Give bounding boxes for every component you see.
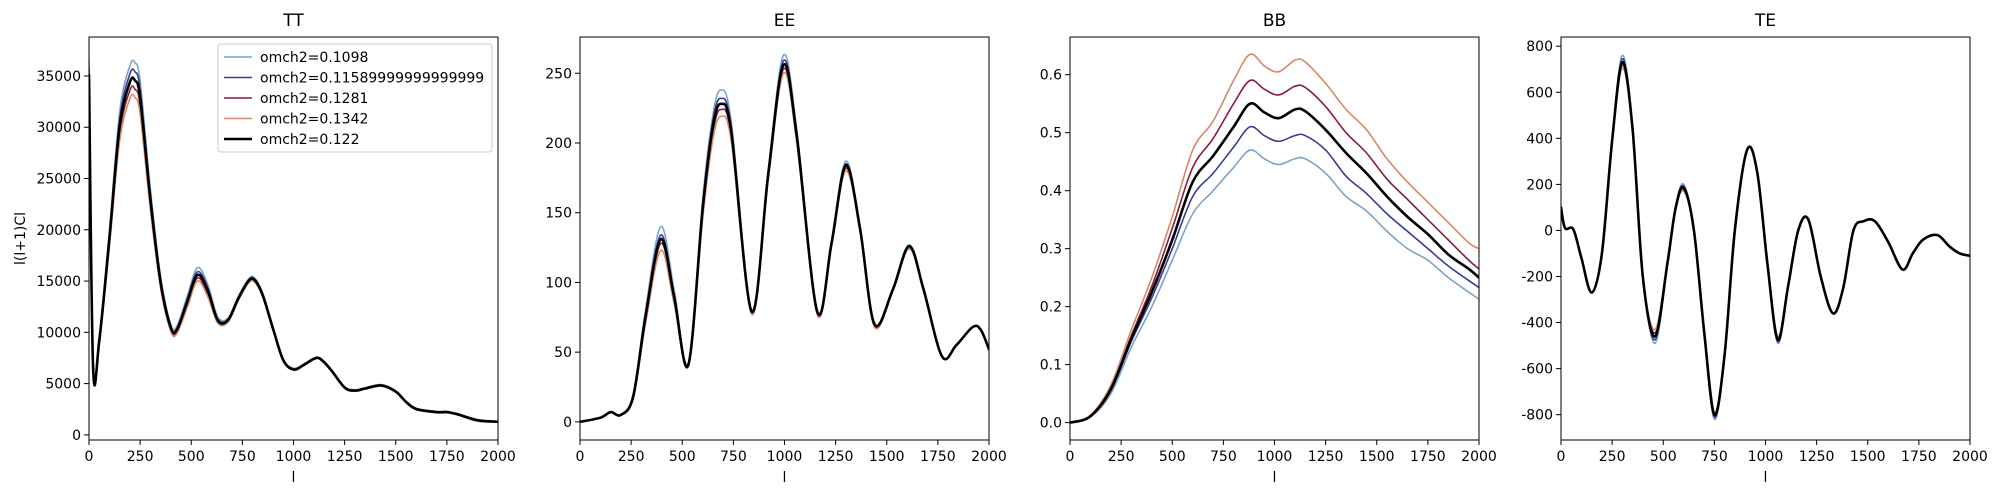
y-tick-label: 15000 bbox=[36, 274, 81, 290]
x-tick-label: 250 bbox=[127, 449, 154, 465]
y-tick-label: -200 bbox=[1521, 269, 1553, 285]
series-line-4 bbox=[89, 73, 498, 424]
x-tick-label: 1250 bbox=[327, 449, 363, 465]
y-tick-label: 0.5 bbox=[1040, 126, 1062, 142]
legend-entry-label: omch2=0.1342 bbox=[260, 112, 368, 128]
series-line-1 bbox=[1070, 125, 1479, 424]
x-tick-label: 250 bbox=[1599, 449, 1626, 465]
series-lines bbox=[580, 53, 989, 424]
x-tick-label: 0 bbox=[1557, 449, 1566, 465]
series-lines bbox=[1561, 54, 1970, 421]
x-tick-label: 750 bbox=[1701, 449, 1728, 465]
x-tick-label: 2000 bbox=[1461, 449, 1497, 465]
x-tick-label: 1500 bbox=[869, 449, 905, 465]
chart-panel-bb: 0 250 500 750 1000 1250 1500 1750 2000 0.0 0.1 0.2 0… bbox=[1040, 11, 1497, 486]
y-tick-label: -400 bbox=[1521, 316, 1553, 332]
series-line-3 bbox=[1070, 53, 1479, 424]
x-tick-label: 1250 bbox=[1308, 449, 1344, 465]
y-tick-label: -800 bbox=[1521, 408, 1553, 424]
x-tick-label: 750 bbox=[229, 449, 256, 465]
x-tick-label: 1250 bbox=[818, 449, 854, 465]
x-tick-label: 750 bbox=[1210, 449, 1237, 465]
x-tick-label: 2000 bbox=[1952, 449, 1988, 465]
series-line-4 bbox=[580, 62, 989, 424]
y-tick-label: 150 bbox=[545, 206, 572, 222]
y-tick-label: 10000 bbox=[36, 325, 81, 341]
x-tick-label: 500 bbox=[1650, 449, 1677, 465]
panel-title: BB bbox=[1263, 11, 1286, 31]
y-tick-label: 200 bbox=[1526, 177, 1553, 193]
x-tick-label: 1750 bbox=[920, 449, 956, 465]
x-tick-label: 1750 bbox=[1901, 449, 1937, 465]
x-tick-label: 2000 bbox=[480, 449, 516, 465]
x-tick-label: 1750 bbox=[429, 449, 465, 465]
x-tick-label: 0 bbox=[85, 449, 94, 465]
y-tick-label: 35000 bbox=[36, 69, 81, 85]
panel-title: TE bbox=[1754, 11, 1776, 31]
x-tick-label: 750 bbox=[720, 449, 747, 465]
x-tick-label: 500 bbox=[178, 449, 205, 465]
x-tick-label: 1000 bbox=[767, 449, 803, 465]
series-lines bbox=[89, 59, 498, 424]
chart-panel-ee: 0 250 500 750 1000 1250 1500 1750 2000 0 50 100 150 2… bbox=[545, 11, 1007, 486]
y-tick-label: 0.6 bbox=[1040, 68, 1062, 84]
y-tick-label: 0.0 bbox=[1040, 416, 1062, 432]
x-tick-label: 250 bbox=[1108, 449, 1135, 465]
x-tick-label: 1000 bbox=[276, 449, 312, 465]
y-tick-label: 0.1 bbox=[1040, 358, 1062, 374]
y-tick-label: 20000 bbox=[36, 223, 81, 239]
x-axis-label: l bbox=[1764, 470, 1768, 486]
series-line-0 bbox=[1070, 149, 1479, 424]
y-tick-label: 800 bbox=[1526, 39, 1553, 55]
series-line-4 bbox=[1561, 61, 1970, 416]
series-line-4 bbox=[1070, 101, 1479, 424]
y-tick-label: -600 bbox=[1521, 362, 1553, 378]
y-tick-label: 250 bbox=[545, 66, 572, 82]
y-tick-label: 25000 bbox=[36, 172, 81, 188]
y-tick-label: 50 bbox=[554, 345, 572, 361]
y-tick-label: 200 bbox=[545, 136, 572, 152]
legend-entry-label: omch2=0.1281 bbox=[260, 91, 368, 107]
y-tick-label: 0.4 bbox=[1040, 184, 1062, 200]
y-tick-label: 0 bbox=[563, 415, 572, 431]
x-axis-label: l bbox=[292, 470, 296, 486]
chart-panel-tt: 0 250 500 750 1000 1250 1500 1750 20000500010000… bbox=[13, 11, 516, 486]
x-tick-label: 0 bbox=[576, 449, 585, 465]
x-axis-label: l bbox=[783, 470, 787, 486]
y-tick-label: 100 bbox=[545, 275, 572, 291]
series-lines bbox=[1070, 53, 1479, 424]
series-line-2 bbox=[1070, 79, 1479, 424]
x-tick-label: 1000 bbox=[1257, 449, 1293, 465]
panel-title: TT bbox=[282, 11, 304, 31]
panel-title: EE bbox=[774, 11, 795, 31]
y-tick-label: 5000 bbox=[45, 377, 81, 393]
x-tick-label: 1500 bbox=[1359, 449, 1395, 465]
x-tick-label: 1500 bbox=[1850, 449, 1886, 465]
x-tick-label: 1750 bbox=[1410, 449, 1446, 465]
y-tick-label: 0.3 bbox=[1040, 242, 1062, 258]
legend-box bbox=[217, 43, 493, 153]
y-tick-label: 0.2 bbox=[1040, 300, 1062, 316]
y-tick-label: 400 bbox=[1526, 131, 1553, 147]
x-tick-label: 0 bbox=[1066, 449, 1075, 465]
y-tick-label: 600 bbox=[1526, 85, 1553, 101]
y-tick-label: 0 bbox=[72, 428, 81, 444]
legend-entry-label: omch2=0.1098 bbox=[260, 50, 368, 66]
chart-panel-te: 0 250 500 750 1000 1250 1500 1750 2000-800-600-4… bbox=[1521, 11, 1988, 486]
y-axis-label: l(l+1)Cl bbox=[13, 212, 29, 265]
legend-entry-label: omch2=0.122 bbox=[260, 132, 360, 148]
x-tick-label: 500 bbox=[669, 449, 696, 465]
x-tick-label: 1000 bbox=[1748, 449, 1784, 465]
legend-entry-label: omch2=0.11589999999999999 bbox=[260, 71, 484, 87]
legend: omch2=0.1098 omch2=0.11589999999999999 omc… bbox=[217, 43, 493, 153]
x-tick-label: 1500 bbox=[378, 449, 414, 465]
x-tick-label: 500 bbox=[1159, 449, 1186, 465]
y-tick-label: 30000 bbox=[36, 120, 81, 136]
x-tick-label: 2000 bbox=[971, 449, 1007, 465]
x-tick-label: 1250 bbox=[1799, 449, 1835, 465]
x-tick-label: 250 bbox=[618, 449, 645, 465]
y-tick-label: 0 bbox=[1544, 223, 1553, 239]
x-axis-label: l bbox=[1273, 470, 1277, 486]
